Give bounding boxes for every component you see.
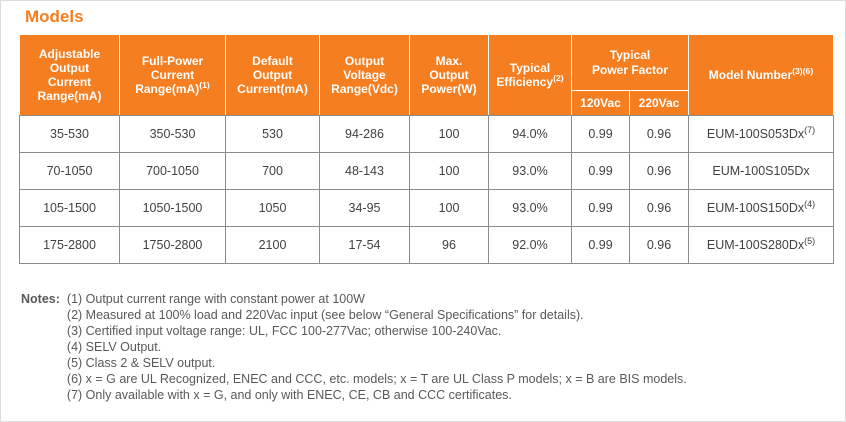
cell-model-number: EUM-100S150Dx(4): [688, 189, 834, 227]
header-row-sub: 120Vac 220Vac: [20, 90, 834, 116]
header-model-number: Model Number(3)(6): [688, 34, 834, 116]
header-220vac: 220Vac: [629, 90, 689, 116]
header-label: Model Number: [708, 67, 793, 82]
cell-pf-220vac: 0.96: [629, 189, 689, 227]
cell-voltage-range: 94-286: [319, 115, 410, 153]
cell-default-current: 530: [225, 115, 320, 153]
model-number-text: EUM-100S053Dx: [706, 127, 805, 141]
cell-max-power: 100: [409, 189, 489, 227]
model-number-sup: (7): [804, 124, 816, 135]
cell-voltage-range: 17-54: [319, 226, 410, 264]
header-120vac: 120Vac: [571, 90, 630, 116]
cell-pf-120vac: 0.99: [571, 226, 630, 264]
notes-label: Notes:: [21, 292, 60, 306]
cell-efficiency: 93.0%: [488, 152, 572, 190]
cell-max-power: 100: [409, 115, 489, 153]
cell-model-number: EUM-100S053Dx(7): [688, 115, 834, 153]
model-number-sup: (4): [804, 198, 816, 209]
cell-model-number: EUM-100S105Dx: [688, 152, 834, 190]
cell-efficiency: 93.0%: [488, 189, 572, 227]
table-row: 175-2800 1750-2800 2100 17-54 96 92.0% 0…: [19, 226, 834, 264]
header-default-output-current: Default Output Current(mA): [225, 34, 320, 116]
note-item-1: (1) Output current range with constant p…: [66, 292, 365, 306]
cell-adjustable-range: 35-530: [19, 115, 120, 153]
note-item-5: (5) Class 2 & SELV output.: [66, 356, 216, 370]
cell-full-power-range: 700-1050: [119, 152, 226, 190]
header-max-output-power: Max. Output Power(W): [409, 34, 489, 116]
header-row-main: Adjustable Output Current Range(mA) Full…: [19, 34, 834, 116]
cell-adjustable-range: 70-1050: [19, 152, 120, 190]
note-item-6: (6) x = G are UL Recognized, ENEC and CC…: [66, 372, 687, 386]
table-row: 35-530 350-530 530 94-286 100 94.0% 0.99…: [19, 115, 834, 153]
notes-list: (1) Output current range with constant p…: [67, 291, 687, 403]
cell-default-current: 1050: [225, 189, 320, 227]
header-label: Typical Efficiency: [496, 60, 554, 89]
header-sup: (1): [199, 80, 210, 91]
table-header: Adjustable Output Current Range(mA) Full…: [19, 34, 834, 116]
cell-pf-220vac: 0.96: [629, 152, 689, 190]
note-item-3: (3) Certified input voltage range: UL, F…: [66, 324, 502, 338]
model-number-text: EUM-100S150Dx: [706, 201, 805, 215]
cell-max-power: 100: [409, 152, 489, 190]
header-label: Default Output Current(mA): [237, 53, 308, 97]
cell-voltage-range: 34-95: [319, 189, 410, 227]
cell-default-current: 700: [225, 152, 320, 190]
table-body: 35-530 350-530 530 94-286 100 94.0% 0.99…: [19, 115, 834, 264]
cell-efficiency: 94.0%: [488, 115, 572, 153]
table-row: 105-1500 1050-1500 1050 34-95 100 93.0% …: [19, 189, 834, 227]
header-label: Adjustable Output Current Range(mA): [37, 46, 102, 104]
cell-pf-120vac: 0.99: [571, 152, 630, 190]
header-label: Typical Power Factor: [591, 48, 669, 77]
header-full-power-current-range: Full-Power Current Range(mA)(1): [119, 34, 226, 116]
cell-pf-220vac: 0.96: [629, 226, 689, 264]
table-row: 70-1050 700-1050 700 48-143 100 93.0% 0.…: [19, 152, 834, 190]
cell-full-power-range: 1750-2800: [119, 226, 226, 264]
cell-pf-120vac: 0.99: [571, 189, 630, 227]
note-item-7: (7) Only available with x = G, and only …: [66, 388, 512, 402]
cell-full-power-range: 1050-1500: [119, 189, 226, 227]
cell-pf-120vac: 0.99: [571, 115, 630, 153]
model-number-text: EUM-100S105Dx: [712, 164, 810, 178]
header-sup: (2): [553, 73, 564, 83]
cell-pf-220vac: 0.96: [629, 115, 689, 153]
header-label: Max. Output Power(W): [421, 53, 477, 97]
notes-section: Notes: (1) Output current range with con…: [21, 291, 845, 403]
page-title: Models: [25, 7, 84, 26]
cell-adjustable-range: 175-2800: [19, 226, 120, 264]
cell-efficiency: 92.0%: [488, 226, 572, 264]
header-adjustable-output-current-range: Adjustable Output Current Range(mA): [19, 34, 120, 116]
cell-model-number: EUM-100S280Dx(5): [688, 226, 834, 264]
cell-adjustable-range: 105-1500: [19, 189, 120, 227]
cell-full-power-range: 350-530: [119, 115, 226, 153]
cell-voltage-range: 48-143: [319, 152, 410, 190]
model-number-sup: (5): [804, 235, 816, 246]
model-number-text: EUM-100S280Dx: [706, 238, 805, 252]
cell-max-power: 96: [409, 226, 489, 264]
header-typical-efficiency: Typical Efficiency(2): [488, 34, 572, 116]
note-item-4: (4) SELV Output.: [66, 340, 162, 354]
header-typical-power-factor-group: Typical Power Factor: [571, 34, 689, 91]
header-sup: (3)(6): [792, 65, 814, 76]
header-label: Full-Power Current Range(mA): [135, 53, 204, 97]
cell-default-current: 2100: [225, 226, 320, 264]
models-table: Adjustable Output Current Range(mA) Full…: [19, 34, 834, 264]
note-item-2: (2) Measured at 100% load and 220Vac inp…: [66, 308, 584, 322]
header-output-voltage-range: Output Voltage Range(Vdc): [319, 34, 410, 116]
header-label: Output Voltage Range(Vdc): [331, 53, 398, 97]
